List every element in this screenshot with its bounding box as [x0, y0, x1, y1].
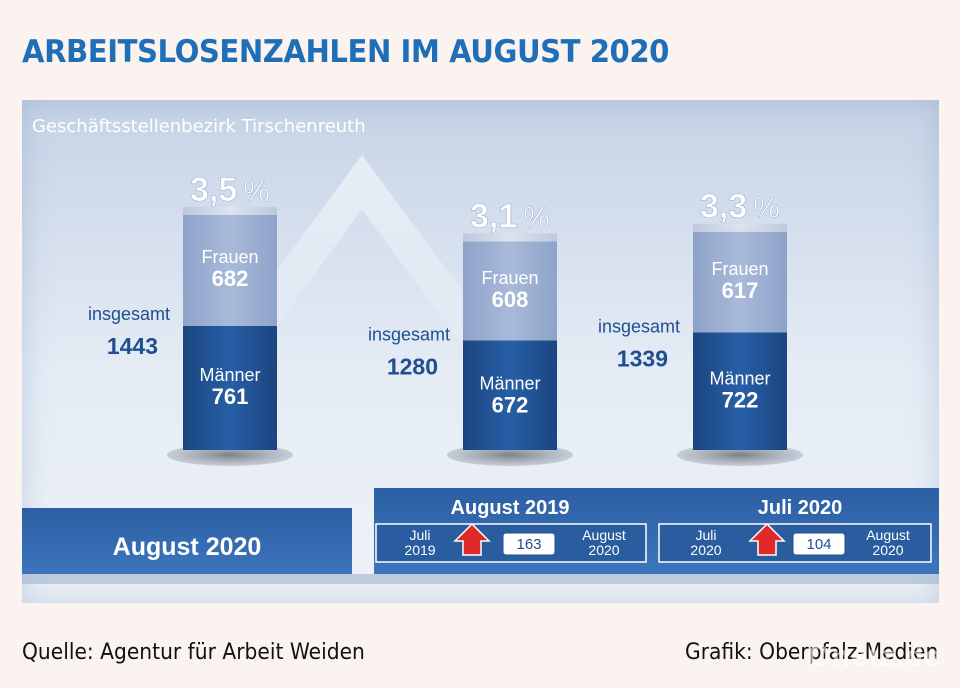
watermark-text: Onetz.de: [807, 640, 942, 673]
bar-segment-maenner: [183, 325, 277, 450]
bar-value-frauen: 617: [722, 278, 759, 303]
bar-segment-frauen: [463, 241, 557, 341]
total-value: 1443: [107, 333, 158, 359]
compare-period-label-2: Juli 2020: [758, 497, 843, 519]
up-arrow-icon: [453, 522, 491, 556]
bar-segment-frauen: [183, 214, 277, 326]
rate-label: 3,5%: [190, 171, 270, 209]
total-label: insgesamt: [88, 304, 170, 324]
page-title: ARBEITSLOSENZAHLEN IM AUGUST 2020: [22, 34, 669, 70]
bar-value-maenner: 722: [722, 388, 759, 413]
compare-period-label-1: August 2019: [451, 497, 570, 519]
background-triangle-decoration: [207, 155, 517, 365]
chart-svg: Geschäftsstellenbezirk Tirschenreuth Aug…: [22, 116, 939, 584]
bar-value-frauen: 608: [492, 287, 529, 312]
bar-value-maenner: 672: [492, 392, 529, 417]
bar-value-maenner: 761: [212, 384, 249, 409]
total-value: 1339: [617, 345, 668, 371]
comparison-change: 104: [806, 536, 831, 553]
source-text: Quelle: Agentur für Arbeit Weiden: [22, 640, 365, 665]
bar-label-frauen: Frauen: [711, 259, 768, 279]
bar-value-frauen: 682: [212, 266, 249, 291]
band-shadow: [22, 574, 939, 584]
comparison-from: Juli 2020: [690, 527, 721, 558]
comparison-to-line-2: 2020: [588, 542, 619, 558]
bar-segment-frauen: [693, 231, 787, 333]
comparison-from-line-1: Juli: [695, 527, 716, 543]
bar-cap: [183, 206, 277, 215]
bar-cap: [463, 233, 557, 242]
bar-label-maenner: Männer: [479, 373, 540, 393]
bar-segment-maenner: [693, 332, 787, 450]
bar-cap: [693, 223, 787, 232]
comparison-box-2019: Juli 2019 163 August 2020: [375, 522, 647, 563]
up-arrow-icon: [748, 522, 786, 556]
comparison-from: Juli 2019: [404, 527, 435, 558]
total-label: insgesamt: [368, 324, 450, 344]
bar-segment-maenner: [463, 340, 557, 450]
rate-label: 3,3%: [700, 188, 780, 226]
total-label: insgesamt: [598, 316, 680, 336]
bar-label-frauen: Frauen: [481, 268, 538, 288]
bar-label-maenner: Männer: [199, 365, 260, 385]
bar-label-maenner: Männer: [709, 369, 770, 389]
comparison-from-line-2: 2019: [404, 542, 435, 558]
comparison-to-line-2: 2020: [872, 542, 903, 558]
bar-label-frauen: Frauen: [201, 247, 258, 267]
comparison-to-line-1: August: [866, 527, 910, 543]
comparison-to: August 2020: [582, 527, 626, 558]
credit-text: Grafik: Oberpfalz-Medien: [684, 640, 938, 665]
period-band-left: [22, 508, 352, 574]
chart-panel: Geschäftsstellenbezirk Tirschenreuth Aug…: [22, 100, 939, 603]
comparison-from-line-2: 2020: [690, 542, 721, 558]
comparison-to-line-1: August: [582, 527, 626, 543]
current-period-label: August 2020: [113, 533, 262, 561]
rate-label: 3,1%: [470, 197, 550, 235]
comparison-from-line-1: Juli: [409, 527, 430, 543]
comparison-change: 163: [516, 536, 541, 553]
chart-subtitle: Geschäftsstellenbezirk Tirschenreuth: [32, 116, 366, 137]
comparison-box-juli-2020: Juli 2020 104 August 2020: [658, 522, 932, 563]
comparison-to: August 2020: [866, 527, 910, 558]
total-value: 1280: [387, 353, 438, 379]
